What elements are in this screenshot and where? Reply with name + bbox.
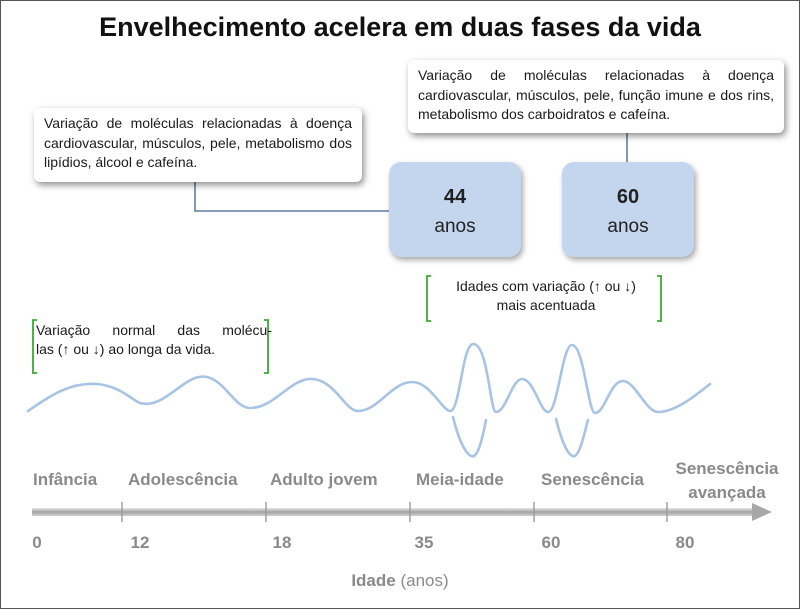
axis-tick-label: 0 — [32, 533, 42, 552]
phase-label-adolescencia: Adolescência — [128, 470, 238, 489]
axis-tick-label: 35 — [414, 533, 434, 552]
axis-tick-label: 12 — [130, 533, 150, 552]
phase-label-infancia: Infância — [33, 470, 98, 489]
note-line: mais acentuada — [496, 297, 596, 313]
note-line: Idades com variação (↑ ou ↓) — [456, 278, 636, 294]
dip-60 — [554, 417, 590, 458]
age-box-60: 60 anos — [562, 162, 694, 257]
bracket-normal-left — [32, 319, 37, 374]
age-value: 44 — [443, 186, 467, 208]
callout-first-phase: Variação de moléculas relacionadas à doe… — [34, 108, 362, 182]
note-normal-variation: Variação normal das molécu- las (↑ ou ↓)… — [36, 321, 272, 359]
note-line: Variação normal das molécu- — [36, 322, 272, 338]
figure-title: Envelhecimento acelera em duas fases da … — [99, 12, 701, 42]
age-unit: anos — [607, 216, 649, 237]
callout-second-phase: Variação de moléculas relacionadas à doe… — [408, 60, 784, 133]
bracket-normal-right — [264, 319, 269, 374]
axis-tick-label: 18 — [272, 533, 292, 552]
bracket-accent-right — [657, 275, 662, 322]
dip-44 — [451, 415, 488, 458]
axis-title-bold: Idade — [351, 571, 396, 590]
axis-tick-label: 80 — [675, 533, 695, 552]
note-line: las (↑ ou ↓) ao longa da vida. — [36, 341, 215, 357]
bracket-accent-left — [426, 275, 431, 322]
axis-tick-label: 60 — [541, 533, 561, 552]
phase-label-senescencia-avancada: Senescência avançada — [672, 457, 782, 505]
age-axis-arrowhead — [752, 503, 772, 521]
axis-title: Idade (anos) — [0, 571, 800, 591]
phase-label-line: avançada — [688, 483, 766, 502]
variation-wave — [26, 342, 712, 415]
phase-label-meia-idade: Meia-idade — [416, 470, 504, 489]
age-unit: anos — [434, 216, 476, 237]
axis-title-unit: (anos) — [395, 571, 449, 590]
note-accentuated-variation: Idades com variação (↑ ou ↓) mais acentu… — [430, 277, 662, 315]
age-value: 60 — [616, 186, 640, 208]
phase-label-line: Senescência — [675, 459, 779, 478]
phase-label-adulto-jovem: Adulto jovem — [270, 470, 378, 489]
connector-left — [194, 182, 389, 212]
phase-label-senescencia: Senescência — [541, 470, 645, 489]
age-axis — [32, 508, 754, 516]
age-box-44: 44 anos — [389, 162, 521, 257]
